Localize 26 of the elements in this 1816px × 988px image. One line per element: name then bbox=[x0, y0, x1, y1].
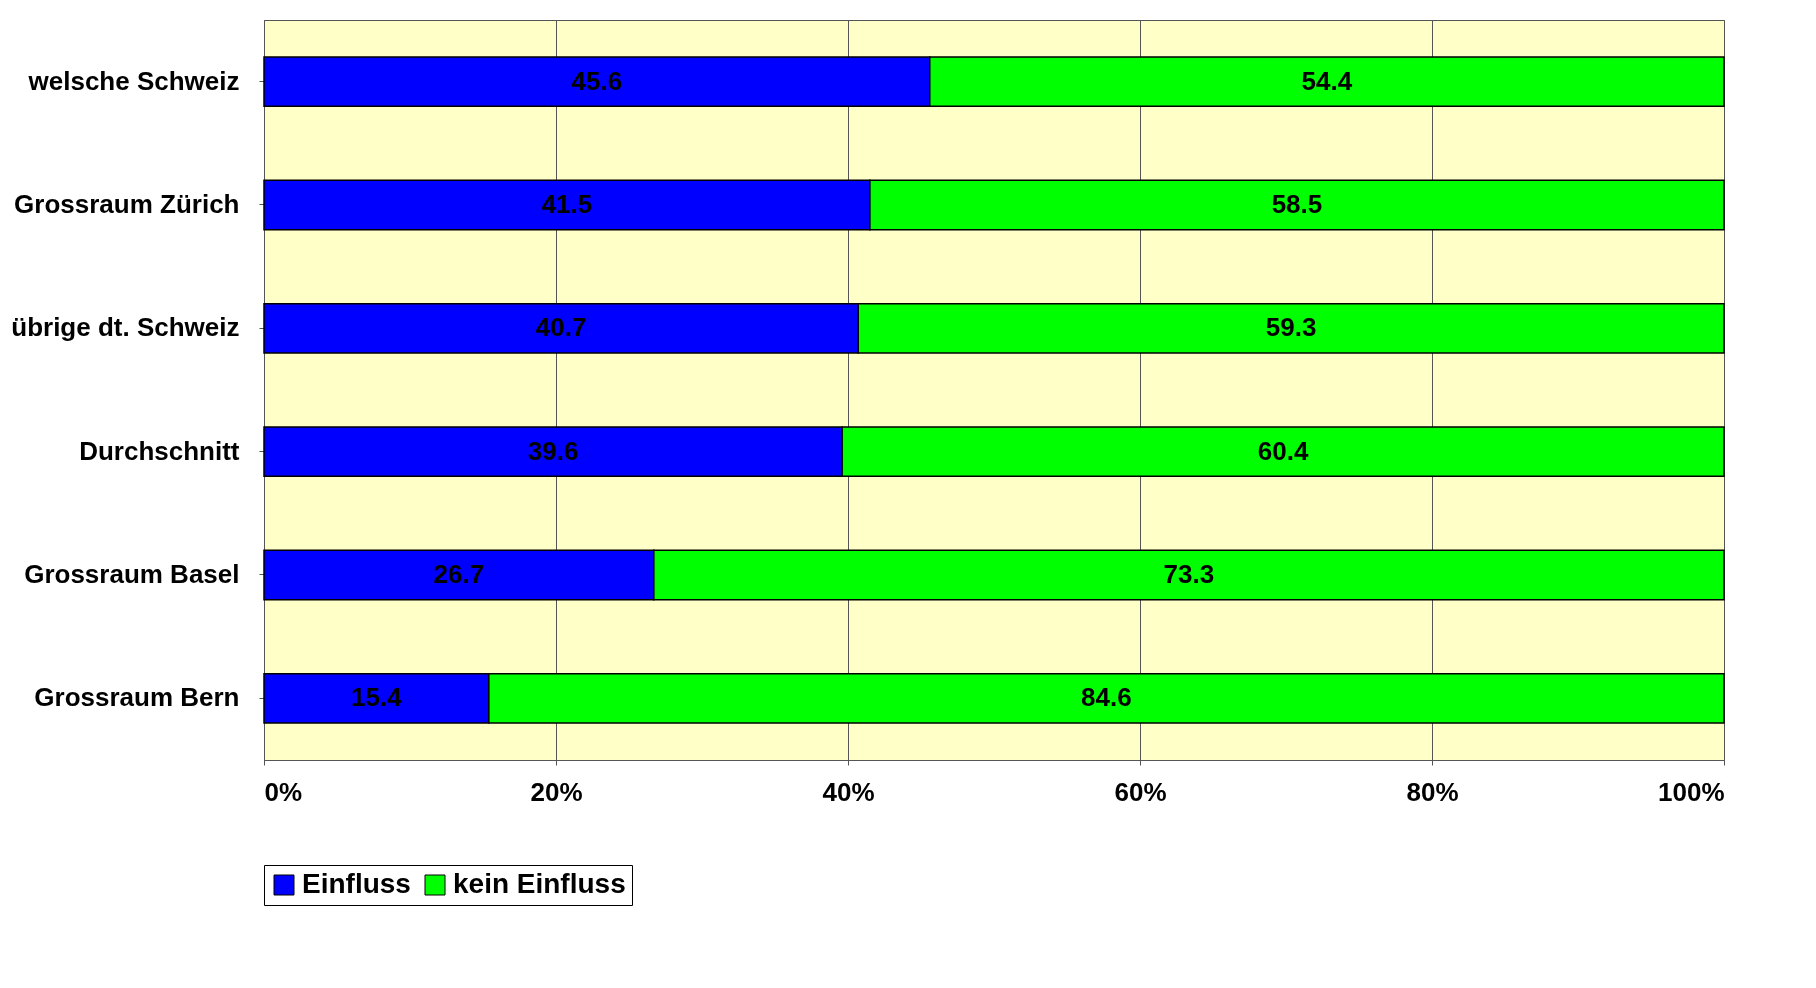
x-tick-label: 100% bbox=[1658, 776, 1725, 807]
data-label: 39.6 bbox=[527, 435, 579, 466]
data-label: 58.5 bbox=[1271, 189, 1323, 219]
y-tick-label: Grossraum Zürich bbox=[14, 189, 240, 219]
x-tick-label: 80% bbox=[1406, 776, 1459, 807]
data-label: 60.4 bbox=[1257, 435, 1309, 466]
x-tick-label: 40% bbox=[822, 776, 875, 807]
data-label: 73.3 bbox=[1163, 559, 1215, 589]
y-tick-label: übrige dt. Schweiz bbox=[11, 312, 240, 343]
y-tick-label: Durchschnitt bbox=[79, 435, 240, 466]
data-label: 45.6 bbox=[571, 65, 623, 96]
x-tick-label: 60% bbox=[1114, 776, 1167, 807]
y-tick-label: Grossraum Basel bbox=[24, 559, 240, 589]
data-label: 41.5 bbox=[541, 189, 593, 219]
data-label: 40.7 bbox=[535, 312, 587, 343]
legend-label: Einfluss bbox=[302, 868, 411, 899]
data-label: 54.4 bbox=[1301, 65, 1353, 96]
data-label: 26.7 bbox=[433, 559, 485, 589]
x-tick-label: 20% bbox=[530, 776, 583, 807]
y-tick-label: Grossraum Bern bbox=[34, 682, 240, 713]
data-label: 15.4 bbox=[351, 682, 403, 713]
data-label: 59.3 bbox=[1265, 312, 1317, 343]
x-tick-label: 0% bbox=[264, 776, 303, 807]
legend-label: kein Einfluss bbox=[453, 868, 626, 899]
data-label: 84.6 bbox=[1081, 682, 1132, 713]
y-tick-label: welsche Schweiz bbox=[27, 65, 240, 96]
